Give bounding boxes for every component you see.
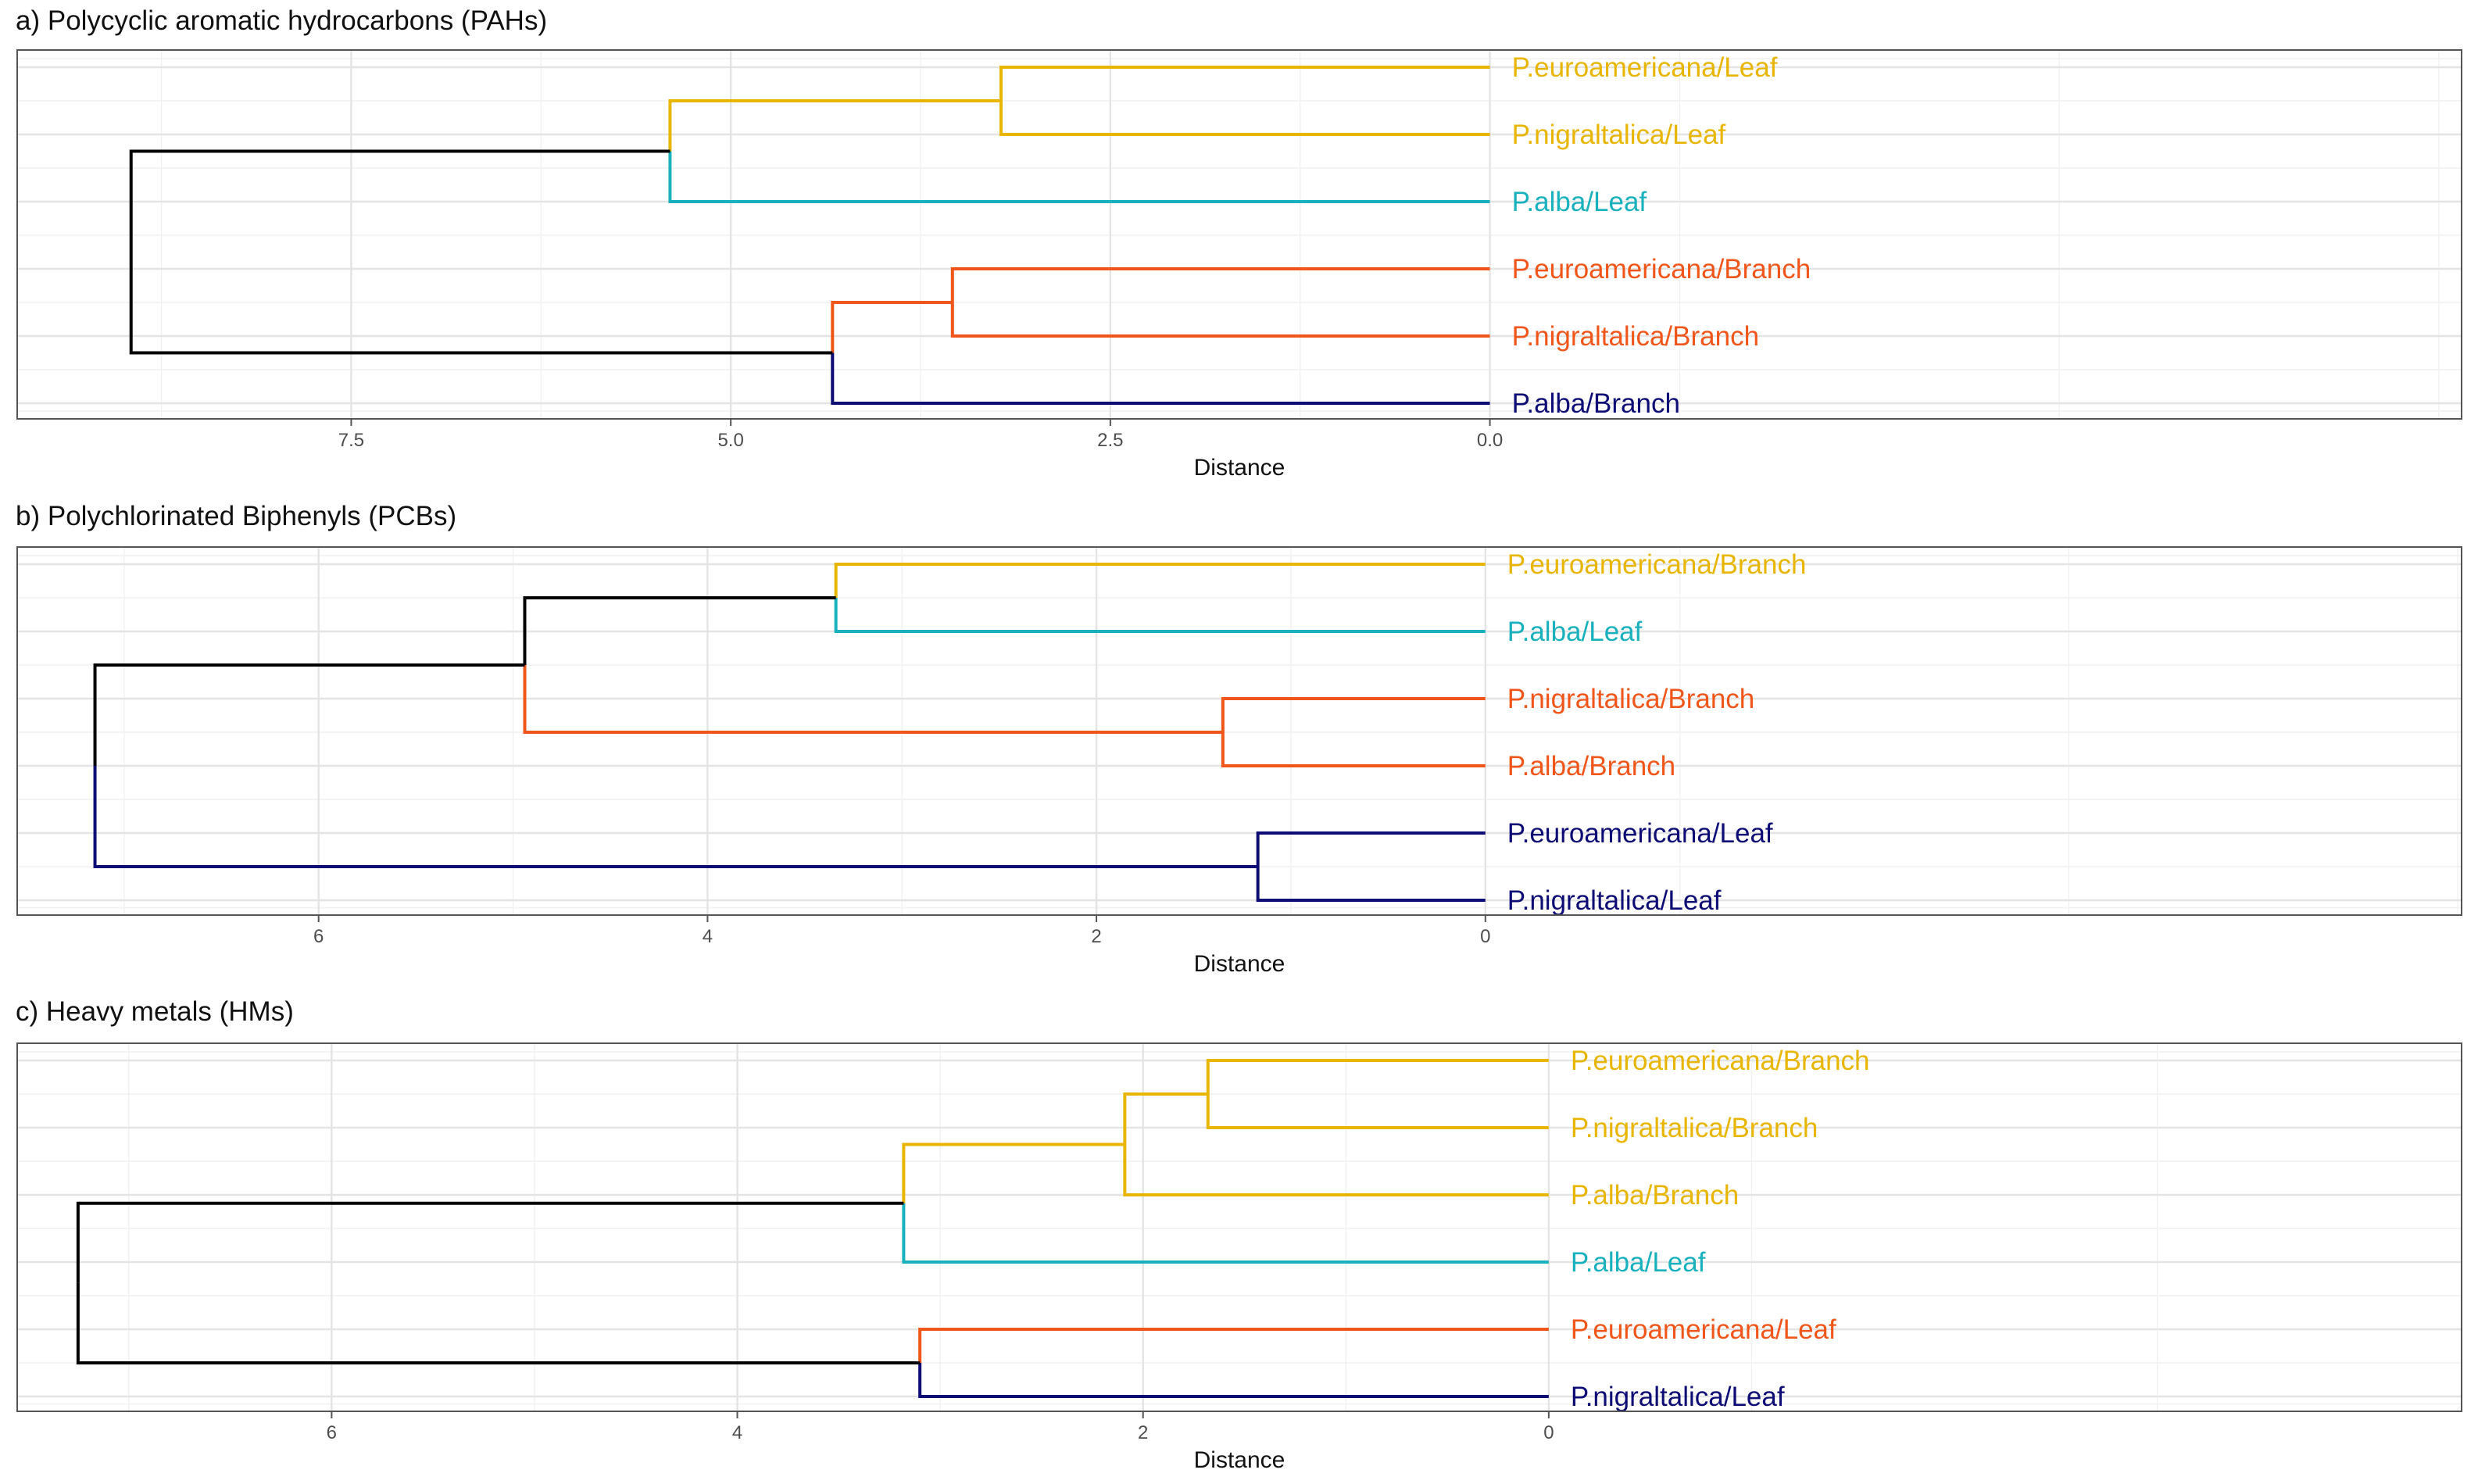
- dendrogram-panel: c) Heavy metals (HMs) P.euroamericana/Bra…: [16, 996, 2462, 1473]
- x-tick-label: 0: [1543, 1422, 1554, 1443]
- leaf-label: P.nigraltalica/Leaf: [1571, 1382, 1785, 1412]
- dendrogram-branch: [831, 301, 953, 353]
- panel-title: a) Polycyclic aromatic hydrocarbons (PAH…: [16, 5, 547, 36]
- dendrogram-branches: [76, 1059, 1549, 1398]
- leaf-label: P.euroamericana/Leaf: [1512, 52, 1778, 83]
- plot-frame: [16, 1042, 2462, 1412]
- x-axis-title: Distance: [1194, 951, 1285, 977]
- grid: [17, 50, 2462, 419]
- dendrogram-panel: b) Polychlorinated Biphenyls (PCBs) P.eur…: [16, 501, 2462, 977]
- dendrogram-branches: [129, 66, 1490, 405]
- dendrogram-branch: [1206, 1094, 1549, 1129]
- dendrogram-branch: [950, 267, 1490, 302]
- leaf-label: P.nigraltalica/Leaf: [1507, 885, 1722, 916]
- x-tick-label: 4: [732, 1422, 742, 1443]
- dendrogram-branch: [668, 99, 1001, 152]
- dendrogram-branch: [831, 352, 1490, 405]
- dendrogram-branch: [1206, 1059, 1549, 1094]
- leaf-label: P.alba/Branch: [1507, 751, 1675, 781]
- x-tick-label: 2.5: [1097, 430, 1123, 451]
- leaf-label: P.euroamericana/Branch: [1507, 549, 1807, 580]
- plot-frame: [16, 49, 2462, 420]
- leaf-label: P.nigraltalica/Branch: [1512, 321, 1759, 352]
- x-tick-label: 0.0: [1477, 430, 1503, 451]
- leaf-label: P.alba/Branch: [1571, 1180, 1739, 1210]
- dendrogram-branch: [1123, 1144, 1549, 1196]
- leaf-label: P.alba/Leaf: [1507, 617, 1643, 647]
- leaf-label: P.alba/Branch: [1512, 388, 1680, 419]
- dendrogram-branch: [902, 1203, 1549, 1264]
- dendrogram-panel: a) Polycyclic aromatic hydrocarbons (PAH…: [16, 5, 2462, 481]
- dendrogram-branch: [999, 66, 1490, 101]
- x-tick-label: 4: [703, 926, 713, 947]
- leaf-label: P.euroamericana/Branch: [1571, 1046, 1870, 1076]
- dendrogram-branch: [1123, 1092, 1208, 1145]
- dendrogram-branch: [523, 596, 836, 665]
- dendrogram-branch: [999, 101, 1490, 136]
- dendrogram-branch: [76, 1201, 904, 1283]
- dendrogram-branch: [902, 1143, 1125, 1203]
- leaf-label: P.nigraltalica/Leaf: [1512, 120, 1726, 150]
- leaf-label: P.nigraltalica/Branch: [1507, 684, 1755, 714]
- x-tick-label: 6: [313, 926, 324, 947]
- dendrogram-branch: [918, 1328, 1549, 1363]
- dendrogram-branch: [1221, 697, 1486, 732]
- x-axis-title: Distance: [1194, 455, 1285, 481]
- x-tick-label: 2: [1138, 1422, 1148, 1443]
- dendrogram-branch: [129, 252, 833, 355]
- grid: [17, 547, 2462, 915]
- panel-title: b) Polychlorinated Biphenyls (PCBs): [16, 501, 456, 531]
- dendrogram-branch: [668, 151, 1490, 203]
- dendrogram-branch: [76, 1282, 921, 1364]
- dendrogram-branch: [1256, 831, 1486, 867]
- leaf-label: P.euroamericana/Leaf: [1507, 818, 1773, 849]
- panel-title: c) Heavy metals (HMs): [16, 996, 294, 1027]
- x-tick-label: 6: [327, 1422, 337, 1443]
- leaf-label: P.alba/Leaf: [1512, 187, 1647, 217]
- dendrogram-branch: [950, 302, 1490, 338]
- dendrogram-branch: [93, 766, 1258, 868]
- grid: [17, 1043, 2462, 1411]
- dendrogram-branch: [129, 149, 670, 252]
- x-axis-title: Distance: [1194, 1447, 1285, 1473]
- plot-frame: [16, 546, 2462, 916]
- dendrogram-branch: [834, 563, 1486, 598]
- dendrogram-branch: [523, 665, 1223, 734]
- x-tick-label: 7.5: [338, 430, 364, 451]
- leaf-label: P.alba/Leaf: [1571, 1247, 1706, 1278]
- dendrogram-branch: [93, 663, 525, 766]
- x-tick-label: 5.0: [717, 430, 743, 451]
- x-tick-label: 0: [1480, 926, 1490, 947]
- x-tick-label: 2: [1091, 926, 1101, 947]
- dendrogram-branch: [918, 1363, 1549, 1398]
- dendrogram-branches: [93, 563, 1486, 902]
- leaf-label: P.euroamericana/Branch: [1512, 254, 1811, 284]
- leaf-label: P.nigraltalica/Branch: [1571, 1113, 1818, 1143]
- dendrogram-branch: [1256, 867, 1486, 902]
- dendrogram-branch: [834, 598, 1486, 633]
- leaf-label: P.euroamericana/Leaf: [1571, 1314, 1836, 1345]
- dendrogram-branch: [1221, 732, 1486, 767]
